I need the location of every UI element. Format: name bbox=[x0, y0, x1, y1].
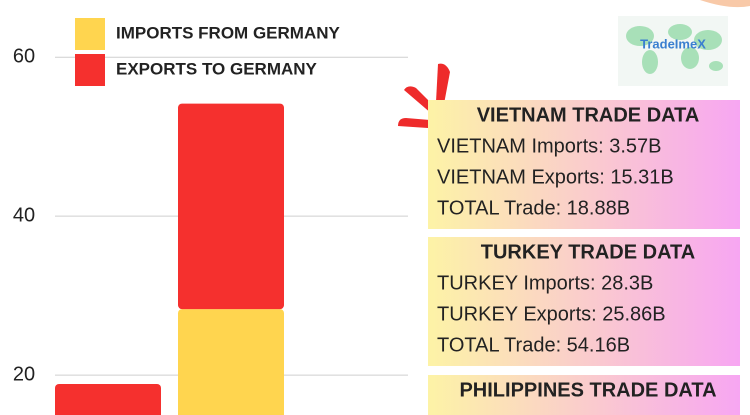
info-box bbox=[428, 237, 740, 366]
corner-decoration bbox=[700, 0, 750, 8]
bar-segment bbox=[55, 383, 161, 415]
logo bbox=[618, 16, 728, 86]
bar-segment bbox=[178, 103, 284, 310]
y-tick-label: 40 bbox=[13, 204, 35, 226]
legend-label: IMPORTS FROM GERMANY bbox=[116, 23, 340, 42]
info-box-line: VIETNAM Imports: 3.57B bbox=[437, 135, 662, 157]
bar-segment bbox=[178, 309, 284, 415]
info-box-line: TOTAL Trade: 18.88B bbox=[437, 197, 630, 219]
info-box-title: VIETNAM TRADE DATA bbox=[477, 104, 700, 126]
logo-map bbox=[626, 24, 723, 74]
legend-swatch bbox=[75, 18, 105, 50]
chart-area: 20 40 60 IMPORTS FROM GERMANY EXPORTS TO GER… bbox=[13, 18, 408, 415]
y-tick-label: 20 bbox=[13, 363, 35, 385]
info-box bbox=[428, 375, 740, 415]
info-box-line: TURKEY Imports: 28.3B bbox=[437, 272, 653, 294]
legend-swatch bbox=[75, 54, 105, 86]
info-box-line: TOTAL Trade: 54.16B bbox=[437, 334, 630, 356]
info-box-title: TURKEY TRADE DATA bbox=[481, 241, 695, 263]
info-boxes: VIETNAM TRADE DATA VIETNAM Imports: 3.57B… bbox=[428, 100, 740, 415]
y-tick-label: 60 bbox=[13, 45, 35, 67]
logo-text: TradeImeX bbox=[640, 36, 706, 51]
legend-label: EXPORTS TO GERMANY bbox=[116, 59, 318, 78]
info-box-line: TURKEY Exports: 25.86B bbox=[437, 303, 666, 325]
info-box-title: PHILIPPINES TRADE DATA bbox=[459, 379, 716, 401]
info-box-line: VIETNAM Exports: 15.31B bbox=[437, 166, 674, 188]
info-box bbox=[428, 100, 740, 229]
